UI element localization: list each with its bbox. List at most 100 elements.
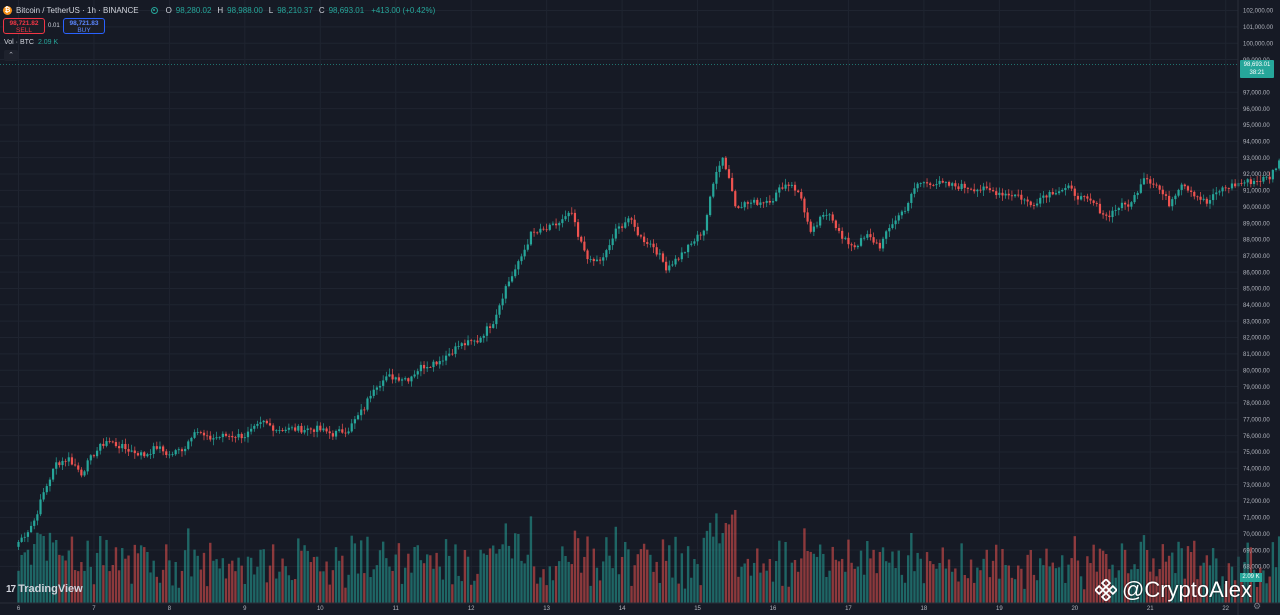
volume-bar bbox=[737, 576, 740, 603]
volume-bar bbox=[840, 558, 844, 603]
volume-bar bbox=[1127, 573, 1130, 603]
candle-body bbox=[988, 188, 992, 191]
volume-bar bbox=[1259, 567, 1262, 603]
candle-body bbox=[1111, 210, 1114, 218]
candle-body bbox=[589, 259, 592, 260]
candle-body bbox=[1218, 191, 1221, 193]
candle-body bbox=[485, 326, 489, 336]
volume-bar bbox=[366, 536, 369, 603]
collapse-legend-button[interactable]: ⌃ bbox=[4, 50, 18, 61]
volume-bar bbox=[620, 556, 624, 603]
binance-icon bbox=[1095, 579, 1117, 601]
candle-body bbox=[504, 286, 507, 299]
volume-bar bbox=[275, 578, 278, 603]
candle-body bbox=[140, 452, 143, 456]
candle-body bbox=[878, 242, 881, 249]
candle-body bbox=[888, 228, 891, 232]
volume-bar bbox=[844, 571, 847, 603]
volume-bar bbox=[960, 543, 963, 603]
candle-body bbox=[284, 429, 287, 432]
candle-body bbox=[278, 430, 281, 431]
candle-body bbox=[995, 191, 998, 196]
volume-bar bbox=[598, 580, 602, 603]
volume-bar bbox=[881, 547, 885, 603]
volume-bar bbox=[1224, 583, 1227, 603]
volume-bar bbox=[407, 553, 410, 603]
volume-bar bbox=[227, 563, 231, 603]
candle-body bbox=[1020, 194, 1023, 200]
price-tick-label: 72,000.00 bbox=[1243, 499, 1270, 505]
volume-bar bbox=[1189, 551, 1193, 603]
volume-bar bbox=[309, 562, 313, 603]
volume-bar bbox=[95, 552, 99, 603]
volume-bar bbox=[771, 581, 775, 603]
volume-legend[interactable]: Vol · BTC 2.09 K bbox=[4, 39, 58, 46]
candle-body bbox=[1073, 188, 1076, 196]
candle-body bbox=[570, 212, 573, 214]
candle-body bbox=[775, 192, 778, 202]
price-tick-label: 83,000.00 bbox=[1243, 319, 1270, 325]
volume-bar bbox=[781, 585, 784, 603]
buy-button[interactable]: 98,721.83 BUY bbox=[63, 18, 105, 34]
symbol-header[interactable]: ₿ Bitcoin / TetherUS · 1h · BINANCE O 98,… bbox=[3, 3, 435, 17]
candle-body bbox=[683, 252, 687, 253]
candle-body bbox=[407, 378, 410, 382]
candle-body bbox=[567, 212, 570, 217]
candle-body bbox=[385, 376, 388, 381]
candle-body bbox=[643, 236, 646, 243]
candle-body bbox=[608, 245, 611, 251]
candle-body bbox=[1105, 214, 1108, 216]
market-status-icon[interactable] bbox=[150, 6, 158, 14]
volume-bar bbox=[495, 553, 498, 603]
candle-body bbox=[422, 364, 426, 369]
volume-bar bbox=[470, 584, 473, 603]
volume-bar bbox=[1155, 576, 1158, 603]
sell-button[interactable]: 98,721.82 SELL bbox=[3, 18, 45, 34]
candle-body bbox=[410, 376, 413, 382]
volume-bar bbox=[209, 542, 212, 603]
volume-bar bbox=[249, 557, 253, 603]
tradingview-logo[interactable]: 17 TradingView bbox=[6, 583, 83, 595]
time-tick-label: 7 bbox=[92, 606, 96, 612]
candle-body bbox=[413, 374, 416, 377]
candle-body bbox=[492, 324, 495, 328]
candle-body bbox=[841, 230, 844, 239]
volume-bar bbox=[668, 545, 671, 603]
candle-body bbox=[372, 389, 375, 396]
candle-body bbox=[275, 430, 278, 432]
volume-bar bbox=[702, 537, 706, 603]
candle-body bbox=[627, 218, 630, 223]
candle-body bbox=[55, 462, 58, 469]
volume-bar bbox=[64, 560, 67, 603]
candle-body bbox=[86, 460, 89, 472]
volume-bar bbox=[1086, 556, 1089, 603]
candle-body bbox=[1161, 189, 1164, 195]
candle-body bbox=[790, 184, 793, 186]
price-tick-label: 101,000.00 bbox=[1243, 25, 1274, 31]
candle-body bbox=[202, 432, 206, 436]
candle-body bbox=[441, 360, 445, 362]
settings-gear-icon[interactable]: ⚙ bbox=[1252, 601, 1262, 611]
symbol-title[interactable]: Bitcoin / TetherUS · 1h · BINANCE bbox=[16, 5, 139, 15]
candle-body bbox=[369, 395, 372, 399]
current-price: 98,693.01 bbox=[1243, 62, 1271, 68]
volume-bar bbox=[1133, 564, 1136, 603]
candle-body bbox=[1079, 196, 1083, 200]
volume-bar bbox=[155, 576, 159, 603]
volume-bar bbox=[859, 550, 863, 603]
candle-body bbox=[668, 265, 671, 271]
volume-bar bbox=[724, 522, 728, 603]
price-tick-label: 81,000.00 bbox=[1243, 352, 1270, 358]
candle-body bbox=[1230, 183, 1234, 189]
candle-body bbox=[1215, 192, 1218, 195]
volume-bar bbox=[586, 536, 589, 603]
candle-body bbox=[1114, 210, 1117, 211]
volume-bar bbox=[23, 552, 26, 603]
time-tick-label: 9 bbox=[243, 606, 247, 612]
volume-bar bbox=[856, 566, 860, 603]
high-value: 98,988.00 bbox=[227, 5, 263, 15]
volume-bar bbox=[240, 565, 243, 603]
volume-bar bbox=[721, 533, 724, 603]
candle-body bbox=[979, 189, 982, 191]
